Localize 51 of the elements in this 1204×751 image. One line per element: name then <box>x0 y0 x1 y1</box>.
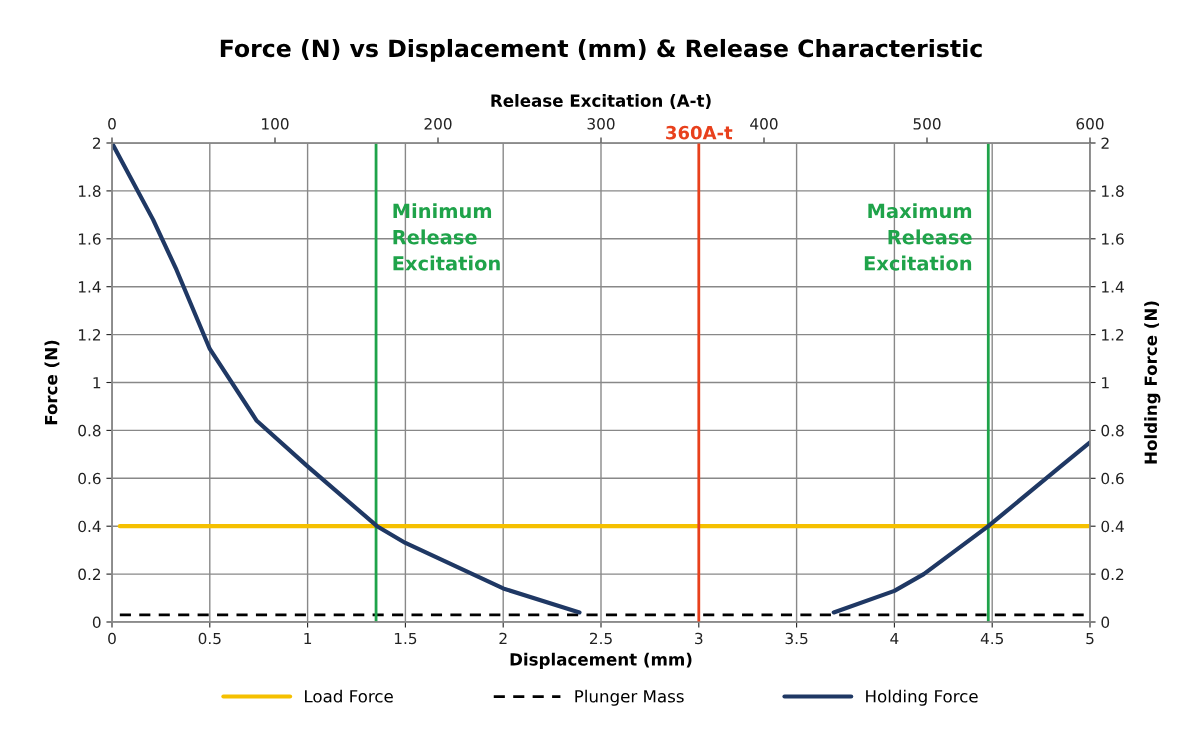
x-tick-label: 4.5 <box>980 632 1004 645</box>
x2-tick-label: 200 <box>424 118 452 130</box>
x2-tick-label: 600 <box>1076 118 1104 130</box>
x2-tick-label: 0 <box>108 118 116 130</box>
x2-tick-label: 100 <box>262 118 289 130</box>
x-tick-label: 2 <box>499 632 507 645</box>
y-tick-label: 0.2 <box>78 568 101 581</box>
ref-line-label: Maximum Release Excitation <box>864 203 972 271</box>
x-axis-title: Displacement (mm) <box>510 652 692 669</box>
x2-tick-label: 400 <box>750 118 778 130</box>
x2-tick-label: 300 <box>587 118 615 130</box>
x-tick-label: 2.5 <box>589 632 612 645</box>
y2-tick-label: 2 <box>1101 137 1109 149</box>
y2-tick-label: 1.8 <box>1102 185 1124 197</box>
x-tick-label: 1 <box>304 632 312 645</box>
y2-tick-label: 0.4 <box>1101 520 1124 533</box>
y-tick-label: 1.4 <box>78 281 101 293</box>
y-tick-label: 0.4 <box>78 520 101 533</box>
legend-label: Plunger Mass <box>575 689 684 706</box>
y2-tick-label: 1.6 <box>1102 233 1124 245</box>
legend-label: Holding Force <box>866 689 978 706</box>
x2-tick-label: 500 <box>913 118 941 130</box>
x-tick-label: 1.5 <box>394 632 417 645</box>
x-tick-label: 3.5 <box>785 632 808 645</box>
y2-tick-label: 0.6 <box>1101 472 1124 485</box>
y2-tick-label: 1 <box>1102 377 1109 389</box>
legend-label: Load Force <box>305 689 393 703</box>
y-tick-label: 0.6 <box>78 472 101 485</box>
y2-axis-title: Holding Force (N) <box>1144 301 1161 464</box>
y2-tick-label: 1.2 <box>1102 329 1124 341</box>
y-tick-label: 1 <box>93 377 101 389</box>
y2-tick-label: 1.4 <box>1102 281 1124 293</box>
x-tick-label: 3 <box>695 632 703 645</box>
y-tick-label: 2 <box>92 137 101 149</box>
x-tick-label: 0.5 <box>198 632 221 645</box>
y2-tick-label: 0.8 <box>1101 424 1124 437</box>
y-tick-label: 1.2 <box>78 329 101 341</box>
chart-title: Force (N) vs Displacement (mm) & Release Characteristic <box>220 38 982 62</box>
x2-axis-title: Release Excitation (A-t) <box>491 94 711 109</box>
y-tick-label: 0 <box>92 616 101 629</box>
x-tick-label: 5 <box>1086 632 1094 645</box>
y-axis-title: Force (N) <box>44 340 60 425</box>
y-tick-label: 1.8 <box>78 185 101 197</box>
y-tick-label: 0.8 <box>78 424 101 437</box>
ref-line-label: 360A-t <box>666 125 733 140</box>
y2-tick-label: 0.2 <box>1101 568 1124 581</box>
y2-tick-label: 0 <box>1101 616 1110 629</box>
y-tick-label: 1.6 <box>78 233 101 245</box>
x-tick-label: 0 <box>108 632 116 645</box>
x-tick-label: 4 <box>890 632 899 645</box>
ref-line-label: Minimum Release Excitation <box>393 203 500 271</box>
